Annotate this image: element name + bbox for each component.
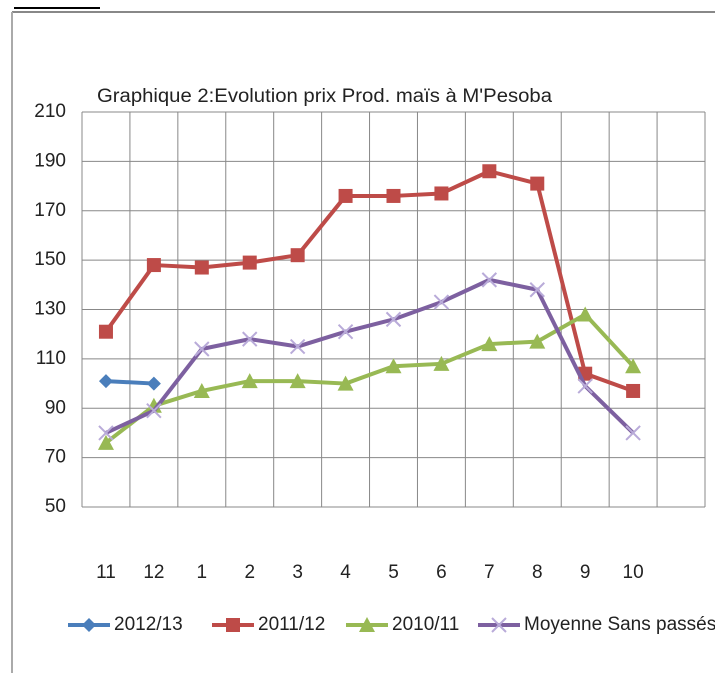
data-point bbox=[386, 188, 401, 203]
chart-title: Graphique 2:Evolution prix Prod. maïs à … bbox=[97, 86, 552, 107]
y-tick-label: 110 bbox=[36, 348, 66, 369]
data-point bbox=[529, 282, 545, 298]
y-tick-label: 90 bbox=[45, 397, 66, 418]
data-point bbox=[481, 336, 498, 352]
legend-marker bbox=[359, 617, 375, 632]
y-tick-label: 210 bbox=[34, 101, 66, 122]
data-point bbox=[98, 425, 114, 441]
legend-label: 2011/12 bbox=[258, 614, 325, 635]
series-line bbox=[104, 169, 634, 393]
x-tick-label: 12 bbox=[143, 562, 164, 583]
data-point bbox=[577, 378, 593, 394]
x-tick-label: 11 bbox=[96, 562, 116, 583]
y-tick-label: 190 bbox=[34, 150, 66, 171]
y-tick-label: 130 bbox=[34, 299, 66, 320]
data-point bbox=[625, 358, 642, 374]
data-point bbox=[290, 248, 305, 263]
data-point bbox=[146, 376, 161, 391]
y-tick-label: 50 bbox=[45, 496, 66, 517]
data-point bbox=[98, 374, 113, 389]
series-line bbox=[105, 379, 154, 386]
data-point bbox=[433, 355, 450, 371]
x-tick-label: 10 bbox=[623, 562, 644, 583]
data-point bbox=[577, 306, 594, 322]
y-tick-label: 150 bbox=[34, 249, 66, 270]
data-point bbox=[385, 311, 402, 328]
data-point bbox=[242, 331, 258, 347]
x-tick-label: 5 bbox=[388, 562, 399, 583]
data-point bbox=[529, 333, 546, 349]
data-point bbox=[626, 383, 641, 398]
legend-marker bbox=[82, 618, 96, 632]
legend-label: 2010/11 bbox=[392, 614, 459, 635]
data-point bbox=[625, 425, 641, 441]
y-tick-label: 70 bbox=[45, 447, 66, 468]
data-point bbox=[97, 434, 114, 450]
data-point bbox=[337, 375, 354, 391]
data-point bbox=[98, 324, 113, 339]
data-point bbox=[434, 186, 449, 201]
data-point bbox=[241, 373, 258, 389]
data-point bbox=[481, 272, 498, 288]
x-tick-label: 3 bbox=[292, 562, 303, 583]
legend-marker bbox=[491, 617, 507, 633]
x-tick-label: 2 bbox=[244, 562, 255, 583]
x-tick-label: 4 bbox=[340, 562, 351, 583]
series-line bbox=[104, 312, 635, 445]
x-tick-label: 8 bbox=[532, 562, 543, 583]
x-tick-label: 1 bbox=[197, 562, 208, 583]
data-point bbox=[194, 341, 210, 357]
series-line bbox=[105, 277, 635, 435]
data-point bbox=[146, 403, 162, 419]
x-tick-label: 9 bbox=[580, 562, 591, 583]
data-point bbox=[433, 294, 450, 310]
legend-label: 2012/13 bbox=[114, 614, 183, 635]
data-point bbox=[530, 176, 545, 191]
data-point bbox=[338, 188, 353, 203]
data-point bbox=[385, 358, 402, 374]
legend-label: Moyenne Sans passés bbox=[524, 614, 715, 635]
data-point bbox=[194, 260, 209, 275]
data-point bbox=[193, 382, 210, 398]
y-tick-label: 170 bbox=[34, 200, 66, 221]
data-point bbox=[289, 338, 306, 355]
x-tick-label: 6 bbox=[436, 562, 447, 583]
data-point bbox=[146, 258, 161, 273]
data-point bbox=[337, 324, 354, 340]
data-point bbox=[289, 373, 306, 389]
data-point bbox=[482, 164, 497, 179]
legend-marker bbox=[226, 618, 240, 632]
x-tick-label: 7 bbox=[484, 562, 495, 583]
data-point bbox=[242, 255, 257, 270]
data-point bbox=[145, 397, 162, 413]
